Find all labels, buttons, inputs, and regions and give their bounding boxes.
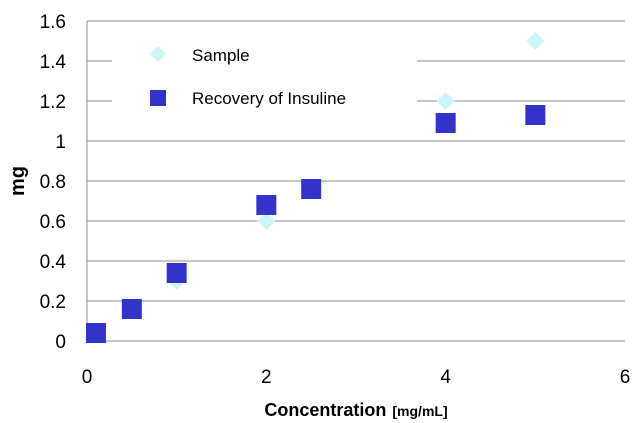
x-tick-label: 2: [261, 367, 272, 388]
recovery-point: [85, 323, 106, 343]
y-tick-label: 1: [55, 132, 66, 153]
recovery-point: [121, 299, 142, 319]
x-axis-title-unit: [mg/mL]: [392, 403, 447, 419]
y-tick-labels: 0 0.2 0.4 0.6 0.8 1 1.2 1.4 1.6: [40, 12, 67, 353]
legend-label-recovery: Recovery of Insuline: [192, 89, 346, 108]
series-recovery-of-insuline: [85, 105, 546, 343]
recovery-point: [525, 105, 546, 125]
y-tick-label: 0.8: [40, 172, 66, 193]
recovery-point: [256, 195, 277, 215]
legend-marker-sample: [150, 46, 166, 62]
recovery-point: [301, 179, 322, 199]
recovery-point: [166, 263, 187, 283]
x-tick-labels: 0 2 4 6: [82, 367, 631, 388]
y-tick-label: 1.4: [40, 52, 67, 73]
y-tick-label: 0.6: [40, 212, 66, 233]
recovery-point: [435, 113, 456, 133]
y-tick-label: 1.6: [40, 12, 66, 33]
y-tick-label: 0: [55, 332, 66, 353]
x-axis-title-main: Concentration: [264, 400, 386, 420]
x-tick-label: 4: [440, 367, 451, 388]
legend-marker-recovery: [150, 90, 166, 106]
y-axis-title: mg: [7, 166, 29, 196]
sample-point: [257, 212, 276, 230]
data-series: [85, 32, 546, 344]
x-axis-title: Concentration [mg/mL]: [264, 400, 447, 420]
y-tick-label: 1.2: [40, 92, 66, 113]
y-tick-label: 0.2: [40, 292, 66, 313]
y-tick-label: 0.4: [40, 252, 67, 273]
legend-label-sample: Sample: [192, 46, 250, 65]
legend: Sample Recovery of Insuline: [112, 36, 417, 116]
sample-point: [436, 92, 455, 110]
axes: [86, 21, 625, 342]
x-tick-label: 0: [82, 367, 93, 388]
sample-point: [526, 32, 545, 50]
x-tick-label: 6: [620, 367, 631, 388]
